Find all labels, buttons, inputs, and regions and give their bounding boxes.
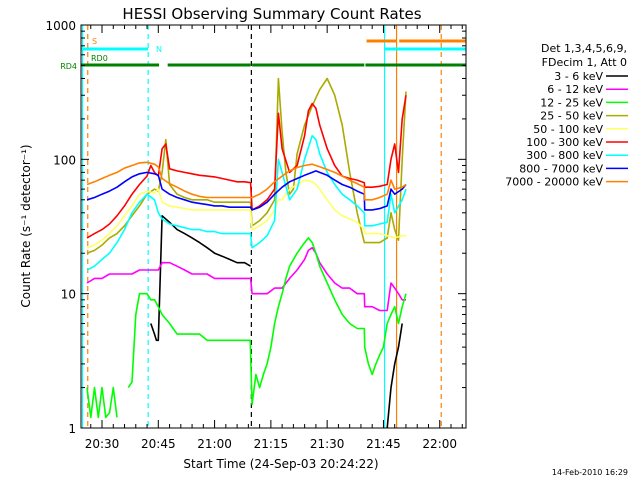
marker-lines — [81, 25, 442, 428]
x-tick-label: 21:30 — [310, 437, 345, 451]
legend-label: 7000 - 20000 keV — [505, 176, 603, 189]
state-flag-labels: S N RD0 RD4 — [60, 37, 162, 71]
legend-label: 25 - 50 keV — [540, 110, 603, 123]
series-line-6 — [86, 134, 407, 271]
legend-label: 800 - 7000 keV — [519, 162, 603, 175]
state-flag-label: S — [92, 37, 97, 46]
plot-frame — [80, 24, 467, 429]
series-line-4 — [86, 179, 406, 249]
x-tick-label: 20:45 — [141, 437, 176, 451]
chart-title: HESSI Observing Summary Count Rates — [122, 5, 421, 23]
y-axis: 1 10 100 1000 — [45, 19, 466, 436]
x-tick-label: 21:00 — [197, 437, 232, 451]
x-axis: 20:30 20:45 21:00 21:15 21:30 21:45 22:00 — [85, 25, 463, 451]
state-flag-label: RD4 — [60, 62, 77, 71]
series-line-1 — [86, 246, 406, 312]
legend-label: 3 - 6 keV — [554, 70, 603, 83]
state-flag-label: N — [156, 45, 162, 54]
state-flag-bars — [81, 39, 466, 67]
legend-label: 12 - 25 keV — [540, 96, 603, 109]
series-line-8 — [86, 161, 407, 201]
state-flag-label: RD0 — [91, 54, 108, 63]
y-tick-label: 1 — [68, 422, 76, 436]
plot-area — [81, 25, 466, 428]
legend-label: 6 - 12 keV — [547, 83, 603, 96]
x-tick-label: 20:30 — [85, 437, 120, 451]
legend: Det 1,3,4,5,6,9,FDecim 1, Att 03 - 6 keV… — [505, 42, 628, 189]
legend-header-line: FDecim 1, Att 0 — [542, 56, 627, 69]
legend-header-line: Det 1,3,4,5,6,9, — [541, 42, 627, 55]
series-line-3 — [86, 77, 407, 254]
legend-label: 300 - 800 keV — [526, 149, 603, 162]
y-tick-label: 10 — [61, 288, 76, 302]
x-tick-label: 22:00 — [422, 437, 457, 451]
series-lines — [86, 77, 407, 428]
legend-label: 100 - 300 keV — [526, 136, 603, 149]
x-tick-label: 21:15 — [254, 437, 289, 451]
legend-label: 50 - 100 keV — [533, 123, 603, 136]
x-axis-label: Start Time (24-Sep-03 20:24:22) — [183, 457, 378, 471]
date-stamp: 14-Feb-2010 16:29 — [552, 468, 628, 477]
y-tick-label: 1000 — [45, 19, 76, 33]
series-line-2 — [86, 237, 407, 419]
y-axis-label: Count Rate (s⁻¹ detector⁻¹) — [19, 144, 33, 307]
y-tick-label: 100 — [53, 153, 76, 167]
x-tick-label: 21:45 — [366, 437, 401, 451]
series-line-0 — [150, 215, 403, 428]
